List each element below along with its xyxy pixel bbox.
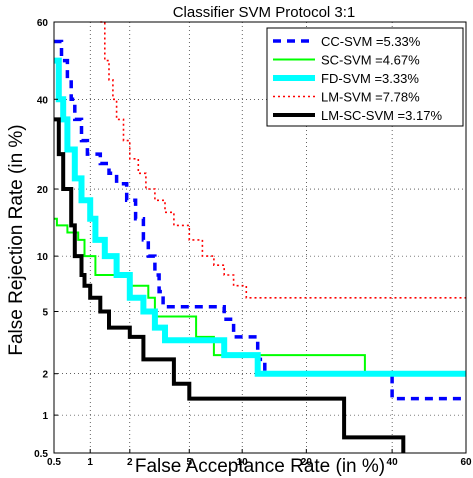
x-tick-label: 60 — [460, 457, 472, 468]
y-ticks: 0.5 1 2 5 10 20 40 60 — [34, 18, 58, 460]
y-tick-label: 10 — [37, 252, 49, 263]
x-tick-label: 10 — [237, 457, 249, 468]
grid — [54, 22, 466, 453]
series-line-5 — [54, 117, 406, 453]
y-tick-label: 20 — [37, 185, 49, 196]
y-tick-label: 1 — [42, 411, 48, 422]
chart-title: Classifier SVM Protocol 3:1 — [173, 4, 356, 21]
legend: CC-SVM =5.33% SC-SVM =4.67% FD-SVM =3.33% L… — [266, 27, 464, 127]
legend-label-1: CC-SVM =5.33% — [321, 34, 421, 49]
y-axis-label: False Rejection Rate (in %) — [6, 124, 27, 355]
legend-label-4: LM-SVM =7.78% — [321, 90, 420, 105]
y-tick-label: 40 — [37, 95, 49, 106]
x-ticks: 0.5 1 2 5 10 20 40 60 — [47, 449, 472, 468]
series-group — [54, 21, 466, 453]
plot-frame — [53, 21, 467, 454]
legend-label-3: FD-SVM =3.33% — [321, 71, 419, 86]
y-tick-label: 60 — [37, 18, 49, 29]
series-line-3 — [54, 57, 466, 377]
x-tick-label: 1 — [87, 457, 93, 468]
x-tick-label: 20 — [301, 457, 313, 468]
legend-label-5: LM-SC-SVM =3.17% — [321, 108, 442, 123]
y-tick-label: 0.5 — [34, 449, 48, 460]
x-axis-label: False Acceptance Rate (in %) — [135, 456, 385, 477]
legend-label-2: SC-SVM =4.67% — [321, 53, 420, 68]
x-tick-label: 0.5 — [47, 457, 61, 468]
y-tick-label: 5 — [42, 307, 48, 318]
x-tick-label: 2 — [127, 457, 133, 468]
series-line-2 — [54, 217, 466, 375]
series-line-4 — [100, 21, 466, 299]
y-tick-label: 2 — [42, 370, 48, 381]
x-tick-label: 40 — [387, 457, 399, 468]
x-tick-label: 5 — [186, 457, 192, 468]
